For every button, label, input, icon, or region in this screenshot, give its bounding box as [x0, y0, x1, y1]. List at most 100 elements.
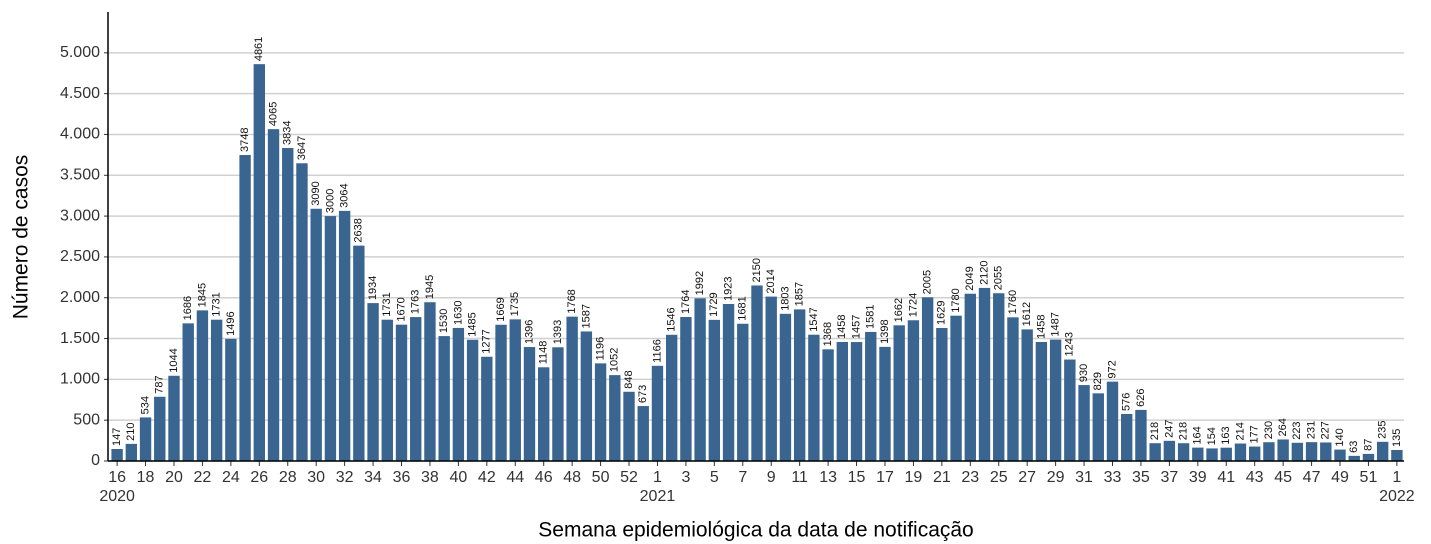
value-label: 1857 — [794, 282, 806, 306]
value-label: 1681 — [737, 296, 749, 320]
value-label: 1669 — [495, 297, 507, 321]
x-tick-label: 49 — [1331, 469, 1349, 486]
bar — [296, 163, 308, 461]
x-tick-label: 47 — [1303, 469, 1321, 486]
bar — [708, 319, 721, 461]
bar — [282, 148, 294, 462]
value-label: 2049 — [964, 266, 976, 290]
value-label: 1196 — [594, 337, 606, 361]
y-tick-label: 500 — [73, 411, 100, 428]
bar — [921, 297, 934, 461]
x-tick-label: 45 — [1274, 469, 1292, 486]
y-tick-label: 1.000 — [60, 371, 100, 388]
value-label: 1780 — [950, 288, 962, 312]
x-tick-label: 29 — [1047, 469, 1065, 486]
x-tick-label: 1 — [653, 469, 662, 486]
bar — [1121, 413, 1133, 461]
bar — [395, 324, 408, 461]
bar — [509, 319, 521, 461]
value-label: 1803 — [779, 286, 791, 310]
value-label: 3064 — [339, 183, 351, 207]
bar — [680, 316, 692, 461]
value-label: 210 — [125, 422, 137, 440]
value-label: 223 — [1291, 421, 1303, 439]
value-label: 231 — [1305, 421, 1317, 439]
value-label: 2005 — [922, 270, 934, 294]
x-tick-label: 3 — [681, 469, 690, 486]
value-label: 1845 — [196, 283, 208, 307]
value-label: 848 — [623, 370, 635, 388]
bar — [722, 304, 735, 461]
bar — [1220, 447, 1232, 461]
x-tick-label: 11 — [791, 469, 808, 486]
value-label: 1729 — [708, 292, 720, 316]
value-label: 1044 — [168, 348, 180, 372]
bar — [978, 287, 991, 461]
x-tick-label: 42 — [478, 469, 496, 486]
bar — [1249, 446, 1261, 461]
bar — [1163, 440, 1176, 461]
bar — [1362, 453, 1375, 461]
value-label: 1760 — [1007, 290, 1019, 314]
value-label: 1731 — [381, 292, 393, 316]
bar — [481, 356, 493, 461]
x-tick-label: 17 — [876, 469, 894, 486]
value-label: 227 — [1320, 421, 1332, 439]
value-label: 2014 — [765, 269, 777, 293]
x-year-label: 2021 — [640, 488, 676, 505]
value-label: 1398 — [879, 319, 891, 343]
value-label: 218 — [1177, 422, 1189, 440]
value-label: 1612 — [1021, 302, 1033, 326]
x-tick-label: 28 — [279, 469, 297, 486]
bar — [907, 320, 920, 461]
bar — [196, 310, 209, 461]
bar — [1035, 341, 1048, 461]
bar — [1320, 442, 1332, 461]
value-label: 1934 — [367, 276, 379, 300]
bar — [1135, 409, 1147, 461]
x-tick-label: 18 — [137, 469, 155, 486]
bar — [651, 365, 664, 461]
x-tick-label: 31 — [1075, 469, 1093, 486]
bar — [410, 317, 422, 461]
value-label: 1546 — [666, 307, 678, 331]
value-label: 1368 — [822, 322, 834, 346]
value-label: 626 — [1135, 389, 1147, 407]
value-label: 177 — [1249, 425, 1261, 443]
bar — [1078, 385, 1090, 461]
value-label: 235 — [1377, 420, 1389, 438]
bar — [793, 309, 806, 461]
value-label: 2120 — [978, 260, 990, 284]
value-label: 1662 — [893, 298, 905, 322]
bar — [125, 443, 138, 461]
value-label: 576 — [1121, 393, 1133, 411]
bar — [168, 375, 180, 461]
bar — [1334, 449, 1346, 461]
value-label: 2638 — [353, 218, 365, 242]
value-label: 1945 — [424, 275, 436, 299]
y-tick-label: 3.500 — [60, 166, 100, 183]
bar — [1149, 443, 1161, 461]
x-tick-label: 1 — [1392, 469, 1401, 486]
bar — [637, 406, 649, 461]
bar — [1277, 439, 1289, 461]
x-tick-label: 7 — [738, 469, 747, 486]
x-tick-label: 33 — [1104, 469, 1122, 486]
bar — [225, 338, 237, 461]
bar — [808, 334, 820, 461]
bar — [566, 316, 578, 461]
x-tick-label: 30 — [307, 469, 325, 486]
bar — [765, 296, 777, 461]
value-label: 1458 — [1035, 314, 1047, 338]
value-label: 1396 — [523, 320, 535, 344]
x-tick-label: 23 — [961, 469, 979, 486]
bar — [879, 346, 891, 461]
y-tick-label: 4.000 — [60, 126, 100, 143]
value-label: 140 — [1334, 428, 1346, 446]
bar — [1007, 317, 1019, 461]
bar — [1049, 339, 1062, 461]
x-year-label: 2020 — [99, 488, 135, 505]
x-axis-title: Semana epidemiológica da data de notific… — [538, 519, 973, 542]
